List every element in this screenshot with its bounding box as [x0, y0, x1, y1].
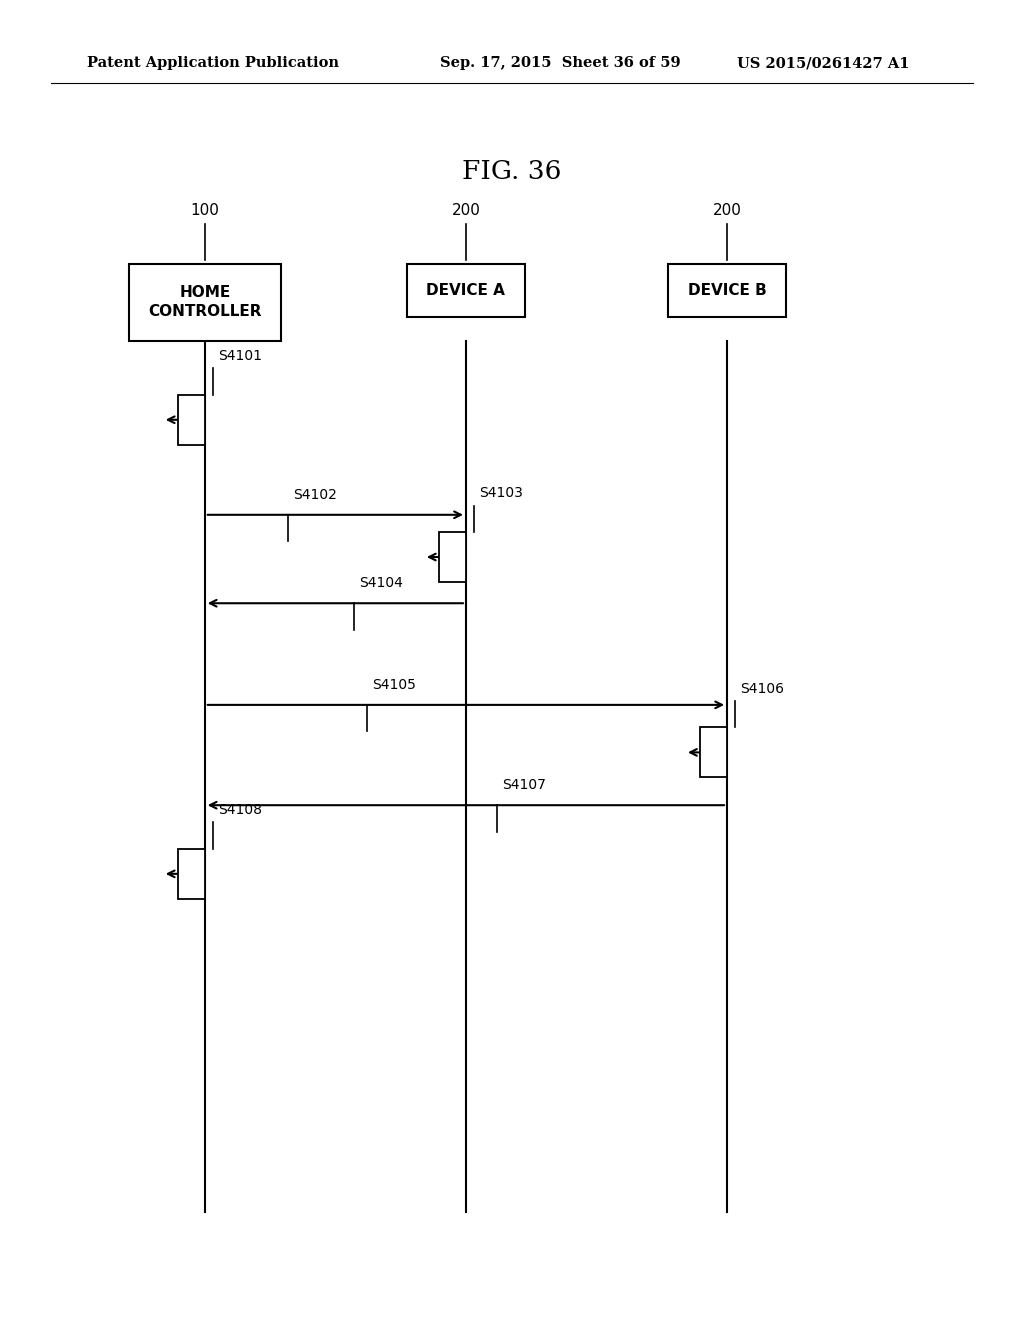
Text: S4108: S4108: [218, 803, 262, 817]
Text: FIG. 36: FIG. 36: [462, 160, 562, 183]
Text: US 2015/0261427 A1: US 2015/0261427 A1: [737, 57, 909, 70]
Text: S4107: S4107: [503, 777, 546, 792]
Text: 100: 100: [190, 203, 219, 218]
Bar: [700, 727, 727, 777]
Text: DEVICE B: DEVICE B: [688, 282, 766, 298]
Text: Patent Application Publication: Patent Application Publication: [87, 57, 339, 70]
Text: HOME
CONTROLLER: HOME CONTROLLER: [148, 285, 261, 319]
Text: S4106: S4106: [740, 681, 784, 696]
Text: S4104: S4104: [358, 576, 402, 590]
Text: DEVICE A: DEVICE A: [426, 282, 506, 298]
Bar: [178, 395, 205, 445]
Text: 200: 200: [452, 203, 480, 218]
Bar: [439, 532, 466, 582]
Text: S4103: S4103: [479, 486, 523, 500]
Text: S4102: S4102: [294, 487, 337, 502]
Bar: [178, 849, 205, 899]
Text: Sep. 17, 2015  Sheet 36 of 59: Sep. 17, 2015 Sheet 36 of 59: [440, 57, 681, 70]
Bar: [668, 264, 786, 317]
Text: S4105: S4105: [372, 677, 416, 692]
Bar: [129, 264, 281, 341]
Text: 200: 200: [713, 203, 741, 218]
Bar: [408, 264, 525, 317]
Text: S4101: S4101: [218, 348, 262, 363]
